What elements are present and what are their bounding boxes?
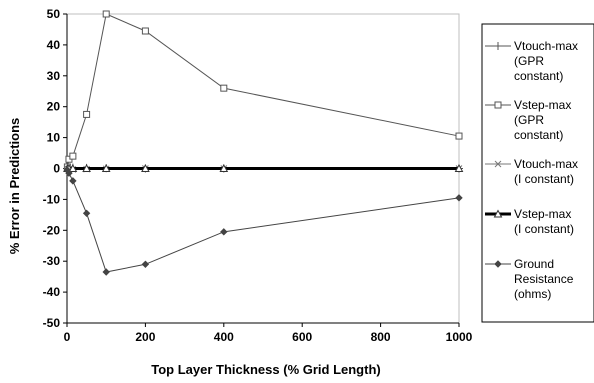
square-marker xyxy=(141,27,149,35)
y-tick-label: -40 xyxy=(43,285,61,299)
square-marker xyxy=(83,110,91,118)
diamond-marker xyxy=(494,260,502,268)
triangle-marker xyxy=(101,163,111,172)
y-tick-label: 50 xyxy=(47,7,61,21)
series-layer xyxy=(63,10,464,276)
triangle-marker xyxy=(493,209,503,218)
x-tick-label: 0 xyxy=(64,330,71,344)
y-tick-label: -10 xyxy=(43,192,61,206)
legend-label: (GPR xyxy=(514,54,544,68)
diamond-marker xyxy=(69,177,77,185)
diamond-marker xyxy=(220,228,228,236)
series-2 xyxy=(63,10,463,171)
diamond-marker xyxy=(455,194,463,202)
legend-items: Vtouch-max(GPRconstant)Vstep-max(GPRcons… xyxy=(485,39,578,301)
legend-entry: Vstep-max(I constant) xyxy=(485,207,574,236)
y-axis-title: % Error in Predictions xyxy=(7,118,22,255)
square-marker xyxy=(220,84,228,92)
diamond-marker xyxy=(141,260,150,268)
legend-label: constant) xyxy=(514,69,563,83)
x-marker xyxy=(494,160,502,168)
square-marker xyxy=(102,10,110,18)
triangle-marker xyxy=(68,163,78,172)
legend-label: Vtouch-max xyxy=(514,157,578,171)
legend-label: Vstep-max xyxy=(514,98,571,112)
diamond-marker xyxy=(82,209,91,218)
y-tick-label: -20 xyxy=(43,223,61,237)
y-tick-label: 10 xyxy=(47,131,61,145)
legend-label: Ground xyxy=(514,257,554,271)
x-tick-label: 800 xyxy=(371,330,391,344)
x-tick-label: 600 xyxy=(292,330,312,344)
y-tick-labels: 50 40 30 20 10 0 -10 -20 -30 -40 -50 xyxy=(43,7,67,330)
legend-label: (I constant) xyxy=(514,222,574,236)
y-tick-label: 20 xyxy=(47,100,61,114)
legend-label: (ohms) xyxy=(514,287,551,301)
x-tick-label: 1000 xyxy=(446,330,473,344)
legend: Vtouch-max(GPRconstant)Vstep-max(GPRcons… xyxy=(481,23,594,323)
legend-entry: Vtouch-max(I constant) xyxy=(485,157,578,186)
legend-label: Vstep-max xyxy=(514,207,571,221)
x-tick-labels: 0 200 400 600 800 1000 xyxy=(64,323,473,344)
y-tick-label: 40 xyxy=(47,38,61,52)
x-tick-label: 200 xyxy=(135,330,155,344)
x-tick-label: 400 xyxy=(214,330,234,344)
series-5 xyxy=(63,166,463,276)
diamond-marker xyxy=(102,268,110,276)
legend-label: Resistance xyxy=(514,272,574,286)
triangle-marker xyxy=(141,163,150,172)
square-marker xyxy=(455,132,463,140)
legend-label: (I constant) xyxy=(514,172,574,186)
y-tick-label: -30 xyxy=(43,254,61,268)
y-tick-label: 30 xyxy=(47,69,61,83)
diamond-marker xyxy=(65,169,73,177)
legend-label: constant) xyxy=(514,128,563,142)
square-marker xyxy=(494,101,502,109)
square-marker xyxy=(69,152,77,160)
triangle-marker xyxy=(219,163,229,172)
triangle-marker xyxy=(82,163,91,172)
triangle-marker xyxy=(454,163,464,172)
plus-marker xyxy=(494,42,502,50)
y-tick-label: 0 xyxy=(53,162,60,176)
legend-label: Vtouch-max xyxy=(514,39,578,53)
y-tick-label: -50 xyxy=(43,316,61,330)
legend-box xyxy=(481,23,594,323)
x-axis-title: Top Layer Thickness (% Grid Length) xyxy=(151,362,380,377)
legend-label: (GPR xyxy=(514,113,544,127)
